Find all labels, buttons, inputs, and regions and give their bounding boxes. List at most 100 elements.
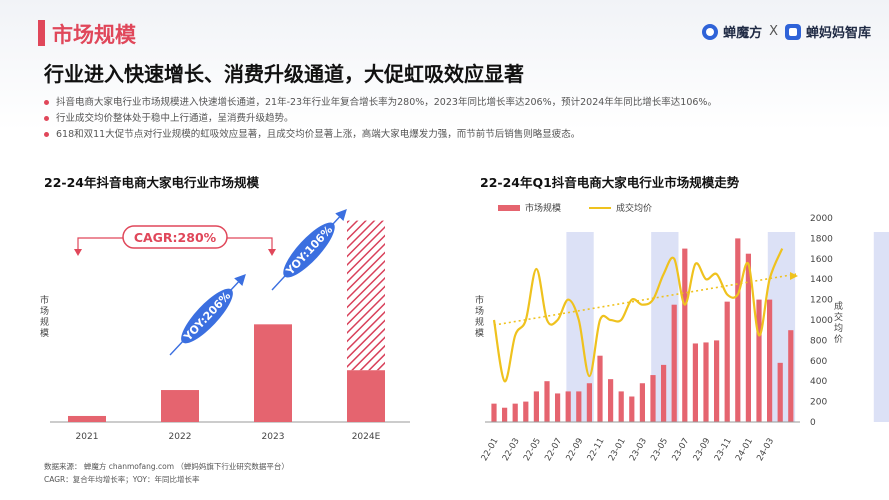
- legend-line-swatch: [589, 206, 612, 209]
- right-bar: [650, 375, 656, 422]
- right-y-tick-label: 600: [810, 357, 827, 367]
- right-y-axis-label-left: 市场规模: [475, 296, 485, 339]
- bullet-list: 抖音电商大家电行业市场规模进入快速增长通道，21年-23年行业年复合增长率为28…: [44, 95, 864, 143]
- right-y-tick-label: 0: [810, 418, 816, 428]
- right-bar: [523, 401, 529, 422]
- yoy-2023-badge: [181, 288, 233, 344]
- right-bar: [608, 379, 614, 422]
- left-bar: [161, 390, 199, 422]
- right-bar: [629, 396, 635, 422]
- right-y-tick-label: 1000: [810, 316, 833, 326]
- footer-source: 数据来源： 蝉魔方 chanmofang.com （蝉妈妈旗下行业研究数据平台）: [44, 462, 289, 471]
- legend-item-line: 成交均价: [589, 201, 652, 214]
- cagr-bracket-right: [224, 237, 273, 254]
- trend-arrow-head: [790, 272, 798, 280]
- yoy-2024-badge: [283, 222, 335, 278]
- legend-bar-swatch: [498, 204, 520, 211]
- right-x-tick-label: 22-03: [501, 437, 522, 463]
- yoy-2023-label: YOY:206%: [181, 289, 234, 344]
- right-y-tick-label: 400: [810, 377, 827, 387]
- cagr-bracket-left: [77, 237, 126, 254]
- right-bar: [618, 391, 624, 422]
- legend-item-bar: 市场规模: [498, 201, 561, 214]
- right-y-tick-label: 1200: [810, 296, 833, 306]
- right-bar: [714, 340, 720, 422]
- right-bar: [692, 343, 698, 422]
- left-bar-forecast-hatch: [347, 220, 385, 371]
- brand-separator: X: [769, 24, 778, 39]
- cagr-arrow-head: [268, 249, 276, 256]
- right-bar: [703, 342, 709, 422]
- right-y-tick-label: 1400: [810, 275, 833, 285]
- right-x-tick-label: 23-11: [713, 437, 734, 463]
- bullet-item: 618和双11大促节点对行业规模的虹吸效应显著，且成交均价显著上涨，高端大家电爆…: [44, 127, 864, 143]
- yoy-2024-label: YOY:106%: [283, 223, 335, 278]
- right-y-tick-label: 800: [810, 336, 827, 346]
- left-bar: [347, 370, 385, 422]
- right-bar: [597, 355, 603, 422]
- left-x-tick-label: 2022: [169, 432, 192, 442]
- left-chart-title: 22-24年抖音电商大家电行业市场规模: [44, 175, 259, 190]
- brand-left: 蝉魔方: [723, 26, 763, 41]
- right-chart-title: 22-24年Q1抖音电商大家电行业市场规模走势: [480, 175, 740, 190]
- highlight-band: [873, 232, 889, 422]
- right-x-tick-label: 23-03: [628, 437, 649, 463]
- chanmama-logo-icon: [784, 23, 801, 40]
- right-y-axis-label-right: 成交均价: [834, 302, 844, 345]
- price-trend-line: [493, 273, 797, 326]
- accent-bar: [38, 20, 45, 46]
- brand-lockup: 蝉魔方 X 蝉妈妈智库: [702, 22, 871, 41]
- right-y-tick-label: 1800: [810, 234, 833, 244]
- right-x-tick-label: 23-05: [649, 437, 670, 463]
- right-bar: [639, 383, 645, 422]
- bullet-item: 抖音电商大家电行业市场规模进入快速增长通道，21年-23年行业年复合增长率为28…: [44, 95, 864, 111]
- right-x-tick-label: 24-01: [734, 437, 755, 463]
- right-bar: [756, 299, 762, 422]
- right-bar: [565, 391, 571, 422]
- right-x-tick-label: 24-03: [755, 437, 776, 463]
- cagr-label: CAGR:280%: [134, 230, 217, 245]
- right-y-tick-label: 2000: [810, 214, 833, 224]
- right-bar: [671, 304, 677, 422]
- left-x-tick-label: 2024E: [352, 432, 381, 442]
- right-y-tick-label: 200: [810, 398, 827, 408]
- legend-bar-label: 市场规模: [525, 204, 562, 214]
- right-bar: [502, 407, 508, 422]
- footer: 数据来源： 蝉魔方 chanmofang.com （蝉妈妈旗下行业研究数据平台）…: [44, 460, 289, 486]
- right-bar: [586, 383, 592, 422]
- right-bar: [544, 381, 550, 422]
- right-bar: [724, 301, 730, 422]
- chanmofang-logo-icon: [702, 23, 719, 40]
- right-x-tick-label: 22-11: [586, 437, 607, 463]
- left-chart: 2021 2022 2023 2024E CAGR:280% YOY:206% YOY:10…: [50, 208, 410, 442]
- right-bar: [735, 238, 741, 422]
- right-x-tick-label: 22-07: [543, 437, 564, 463]
- left-y-axis-label: 市场规模: [40, 296, 50, 339]
- cagr-arrow-head: [74, 249, 82, 256]
- bullet-item: 行业成交均价整体处于稳中上行通道，呈消费升级趋势。: [44, 111, 864, 127]
- cagr-pill: [122, 225, 228, 249]
- section-title: 市场规模: [52, 23, 136, 47]
- price-line: [492, 248, 784, 383]
- legend-line-label: 成交均价: [616, 204, 653, 214]
- brand-right: 蝉妈妈智库: [805, 26, 871, 41]
- right-x-tick-label: 22-09: [564, 437, 585, 463]
- right-x-tick-label: 23-09: [692, 437, 713, 463]
- right-chart: 200018001600140012001000800600400200022-…: [480, 214, 889, 463]
- right-bar: [777, 362, 783, 422]
- right-bar: [533, 391, 539, 422]
- right-bar: [682, 248, 688, 422]
- right-x-tick-label: 22-01: [480, 437, 501, 463]
- right-x-tick-label: 23-07: [670, 437, 691, 463]
- right-bar: [661, 364, 667, 422]
- left-bar: [68, 415, 106, 422]
- headline: 行业进入快速增长、消费升级通道，大促虹吸效应显著: [44, 62, 524, 86]
- right-bar: [512, 403, 518, 422]
- footer-note: CAGR：复合年均增长率；YOY：年同比增长率: [44, 475, 200, 484]
- right-x-tick-label: 23-01: [607, 437, 628, 463]
- right-bar: [576, 391, 582, 422]
- right-bar: [788, 330, 794, 422]
- right-bar: [745, 253, 751, 422]
- left-x-tick-label: 2021: [76, 432, 99, 442]
